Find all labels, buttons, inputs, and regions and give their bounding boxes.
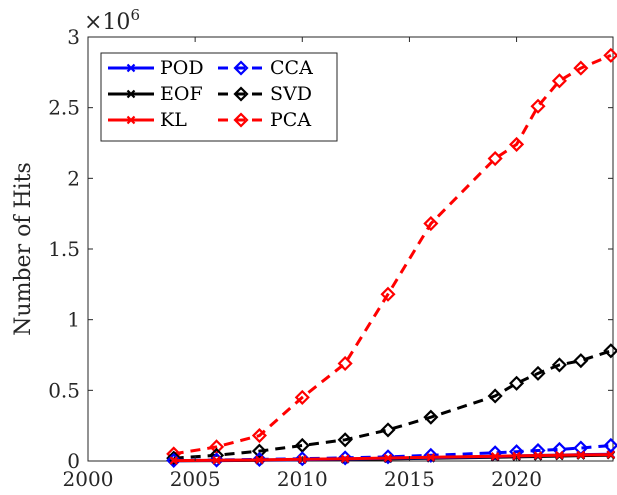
data-point-kl — [555, 450, 564, 460]
legend-label: PCA — [270, 109, 311, 131]
x-tick-label: 2015 — [384, 467, 435, 491]
data-point-pca — [337, 355, 353, 372]
data-point-svd — [530, 365, 546, 381]
legend-label: EOF — [160, 83, 203, 105]
data-point-pca — [573, 60, 589, 76]
series-line-pca — [173, 54, 612, 456]
data-point-kl — [212, 456, 221, 465]
data-point-svd — [509, 375, 525, 391]
data-point-kl — [426, 453, 436, 462]
legend-item-pod: POD — [108, 57, 204, 79]
legend-marker — [126, 89, 136, 99]
legend-label: POD — [160, 57, 204, 79]
y-axis-multiplier: ×106 — [84, 6, 140, 35]
x-tick-label: 2010 — [277, 467, 328, 491]
data-point-pca — [509, 136, 525, 152]
data-point-pca — [380, 286, 396, 302]
data-point-pca — [551, 73, 567, 89]
data-point-svd — [573, 353, 589, 369]
legend-marker — [233, 112, 249, 128]
data-point-pca — [487, 150, 503, 167]
data-point-kl — [340, 454, 350, 464]
data-point-svd — [251, 443, 267, 459]
series-line-svd — [173, 349, 612, 460]
legend-item-eof: EOF — [108, 83, 203, 105]
data-point-pca — [423, 216, 439, 232]
data-point-svd — [423, 409, 439, 425]
data-point-svd — [603, 343, 617, 359]
data-point-svd — [487, 388, 503, 404]
data-point-cca — [603, 437, 617, 454]
legend-item-cca: CCA — [218, 57, 313, 79]
legend-label: CCA — [270, 57, 313, 79]
x-tick-label: 2000 — [63, 467, 114, 491]
y-tick-label: 1 — [67, 308, 80, 332]
y-tick-label: 2.5 — [48, 96, 80, 120]
legend-marker — [126, 115, 136, 125]
y-tick-label: 0.5 — [48, 378, 80, 402]
data-point-kl — [512, 451, 521, 461]
data-point-cca — [423, 447, 439, 463]
data-point-kl — [606, 450, 616, 459]
series-pca — [166, 47, 617, 462]
legend-item-pca: PCA — [218, 109, 311, 131]
x-tick-label: 2005 — [170, 467, 221, 491]
legend-marker — [233, 60, 249, 76]
series-kl — [169, 450, 616, 465]
x-tick-label: 2020 — [491, 467, 542, 491]
data-point-kl — [255, 455, 264, 465]
y-axis-label: Number of Hits — [11, 162, 36, 336]
data-point-svd — [166, 450, 182, 466]
data-point-kl — [383, 453, 393, 463]
data-point-cca — [166, 452, 182, 468]
series-svd — [166, 343, 617, 466]
tick-layer: 2000 2005 2010 2015 2020 0 0.5 1 1.5 2 2.5 3 — [48, 25, 613, 491]
series-layer — [166, 47, 617, 468]
y-tick-label: 2 — [67, 166, 80, 190]
data-point-pca — [251, 428, 267, 444]
multiplier-exponent: 6 — [130, 6, 140, 24]
data-point-kl — [490, 452, 500, 461]
data-point-svd — [337, 432, 353, 448]
legend-marker — [126, 63, 136, 73]
data-point-svd — [380, 422, 396, 438]
y-tick-label: 3 — [67, 25, 80, 49]
data-point-pca — [603, 47, 617, 63]
data-point-cca — [380, 449, 396, 465]
legend-label: SVD — [270, 83, 312, 105]
y-tick-label: 1.5 — [48, 237, 80, 261]
legend-marker — [233, 86, 249, 102]
data-point-svd — [551, 357, 567, 373]
legend: POD EOF KL CCA SVD PCA — [100, 52, 338, 142]
legend-label: KL — [160, 109, 187, 131]
data-point-pca — [530, 98, 546, 114]
y-tick-label: 0 — [67, 449, 80, 473]
data-point-kl — [576, 450, 586, 460]
legend-item-kl: KL — [108, 109, 187, 131]
data-point-pca — [294, 389, 310, 405]
data-point-kl — [169, 456, 178, 465]
data-point-kl — [533, 451, 543, 460]
legend-item-svd: SVD — [218, 83, 312, 105]
multiplier-base: ×10 — [84, 10, 130, 35]
